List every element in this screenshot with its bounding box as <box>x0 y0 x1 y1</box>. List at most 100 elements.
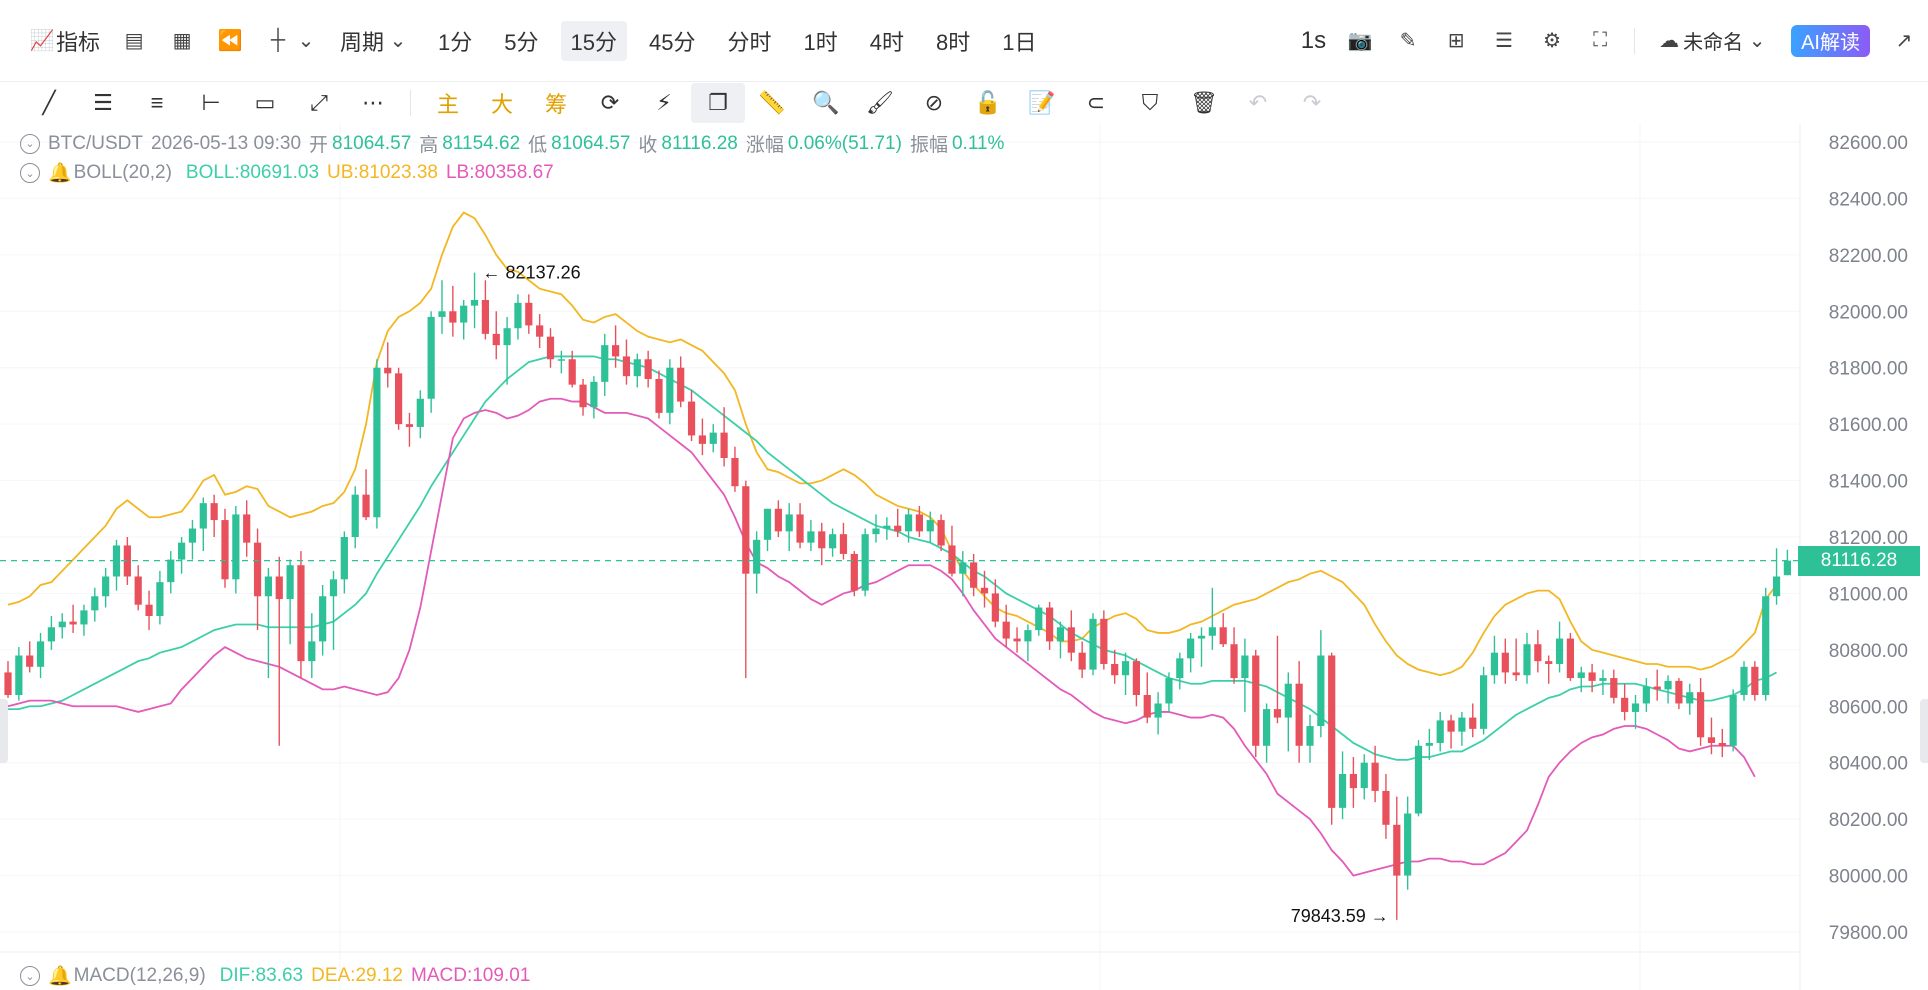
draw-button[interactable]: ✎ <box>1384 21 1432 61</box>
bell-icon[interactable]: 🔔 <box>48 163 72 184</box>
candle-body <box>329 579 338 597</box>
candle-body <box>405 424 414 427</box>
interval-tab[interactable]: 8时 <box>936 29 971 55</box>
chart-area[interactable]: 82600.00 82400.00 82200.00 82000.00 81800.00… <box>0 124 1928 990</box>
candle-body <box>91 596 99 611</box>
interval-tab[interactable]: 4时 <box>869 29 905 55</box>
hide-tool[interactable]: ⊘ <box>907 83 961 123</box>
candle-body <box>112 545 121 577</box>
candle-body <box>926 520 934 532</box>
candle-body <box>134 576 142 605</box>
settings-button[interactable]: ⚙ <box>1528 21 1576 61</box>
delete-tool[interactable]: 🗑 <box>1177 83 1231 123</box>
y-tick-label: 80000.00 <box>1829 867 1908 888</box>
magnet-tool[interactable]: ⚡ <box>637 83 691 123</box>
period-dropdown[interactable]: 周期 ⌄ <box>330 21 422 61</box>
boll-mid-line <box>8 355 1777 761</box>
candle-body <box>1577 672 1585 679</box>
redo-button[interactable]: ↷ <box>1285 83 1339 123</box>
right-scroll-handle[interactable] <box>1920 699 1928 763</box>
line-icon: ╱ <box>42 90 56 115</box>
candle-body <box>1718 742 1726 746</box>
macd-dif: DIF:83.63 <box>219 965 304 986</box>
layout-name-dropdown[interactable]: ☁ 未命名 ⌄ <box>1645 21 1781 61</box>
y-tick-label: 80400.00 <box>1829 754 1908 775</box>
replay-button[interactable]: ⏪ <box>206 21 254 61</box>
rect-tool[interactable]: ▭ <box>238 83 292 123</box>
main-force-button[interactable]: 主 <box>436 92 459 117</box>
more-tools[interactable]: ⋯ <box>346 83 400 123</box>
y-tick-label: 81000.00 <box>1829 584 1908 605</box>
candle-body <box>1165 678 1173 704</box>
list-button[interactable]: ☰ <box>1480 21 1528 61</box>
big-order-button[interactable]: 大 <box>490 92 513 117</box>
candle-body <box>1197 635 1206 639</box>
interval-tab[interactable]: 5分 <box>504 29 539 55</box>
interval-tab[interactable]: 1分 <box>438 29 473 55</box>
left-scroll-handle[interactable] <box>0 699 8 763</box>
candle-body <box>980 587 989 594</box>
ai-read-button[interactable]: AI解读 <box>1781 21 1880 61</box>
fullscreen-button[interactable]: ⛶ <box>1576 21 1624 61</box>
add-window-icon: ⊞ <box>1447 30 1465 52</box>
sync-tool[interactable]: ⟳ <box>583 83 637 123</box>
arrow-tool[interactable]: ⤢ <box>292 83 346 123</box>
candle-body <box>1664 680 1672 690</box>
candle-body <box>438 311 446 317</box>
candle-body <box>1187 638 1195 659</box>
candle-body <box>720 432 728 458</box>
multi-line-tool[interactable]: ≡ <box>130 83 184 123</box>
chart-type-button[interactable]: ┼ ⌄ <box>254 21 330 61</box>
filter-tool[interactable]: ⛉ <box>1123 83 1177 123</box>
line-tool[interactable]: ╱ <box>22 83 76 123</box>
arrow-icon: ⤢ <box>310 90 328 115</box>
candle-body <box>1404 813 1412 876</box>
brush-tool[interactable]: 🖌 <box>853 83 907 123</box>
bell-icon[interactable]: 🔔 <box>48 966 72 987</box>
zoom-tool[interactable]: 🔍 <box>799 83 853 123</box>
candle-body <box>1046 607 1054 642</box>
candle-body <box>948 545 956 574</box>
layout-button[interactable]: ▦ <box>158 21 206 61</box>
copy-tool[interactable]: ❐ <box>691 83 745 123</box>
share-button[interactable]: ↗ <box>1880 21 1928 61</box>
candle-body <box>1762 596 1770 695</box>
parallel-tool[interactable]: ☰ <box>76 83 130 123</box>
chip-button[interactable]: 筹 <box>544 92 567 117</box>
magnet2-tool[interactable]: ⊂ <box>1069 83 1123 123</box>
candle-body <box>178 542 186 560</box>
indicator-button[interactable]: 📈 指标 <box>18 21 110 61</box>
low-label: 低 <box>528 135 548 156</box>
interval-tab[interactable]: 15分 <box>560 20 628 61</box>
tools-button[interactable]: ▤ <box>110 21 158 61</box>
note-tool[interactable]: 📝 <box>1015 83 1069 123</box>
hline-tool[interactable]: ⊢ <box>184 83 238 123</box>
candle-body <box>1436 720 1444 743</box>
add-window-button[interactable]: ⊞ <box>1432 21 1480 61</box>
interval-tab[interactable]: 1日 <box>1002 29 1037 55</box>
symbol-label: BTC/USDT <box>48 132 143 154</box>
collapse-icon[interactable]: ⌄ <box>20 163 40 183</box>
lock-tool[interactable]: 🔓 <box>961 83 1015 123</box>
interval-tab[interactable]: 1时 <box>803 29 838 55</box>
collapse-icon[interactable]: ⌄ <box>20 966 40 986</box>
candlestick-chart[interactable]: 82600.00 82400.00 82200.00 82000.00 81800.00… <box>0 124 1928 990</box>
screenshot-button[interactable]: 📷 <box>1336 21 1384 61</box>
collapse-icon[interactable]: ⌄ <box>20 133 40 154</box>
interval-tab[interactable]: 分时 <box>727 29 772 55</box>
y-tick-label: 82200.00 <box>1829 246 1908 267</box>
y-tick-label: 80200.00 <box>1829 810 1908 831</box>
candle-body <box>1078 652 1086 670</box>
seconds-button[interactable]: 1s <box>1300 26 1327 54</box>
measure-tool[interactable]: 📏 <box>745 83 799 123</box>
candle-body <box>1425 742 1433 746</box>
candle-body <box>4 672 12 695</box>
candle-body <box>991 593 999 622</box>
candle-body <box>818 531 826 549</box>
top-toolbar: 📈 指标 ▤ ▦ ⏪ ┼ ⌄ 周期 ⌄ 1分 5分 15分 45分 分时 1时 4时 8时 1日 1s… <box>0 0 1928 82</box>
candle-body <box>1024 630 1032 642</box>
cloud-icon: ☁ <box>1659 30 1680 52</box>
close-label: 收 <box>638 135 658 156</box>
undo-button[interactable]: ↶ <box>1231 83 1285 123</box>
interval-tab[interactable]: 45分 <box>649 29 696 55</box>
